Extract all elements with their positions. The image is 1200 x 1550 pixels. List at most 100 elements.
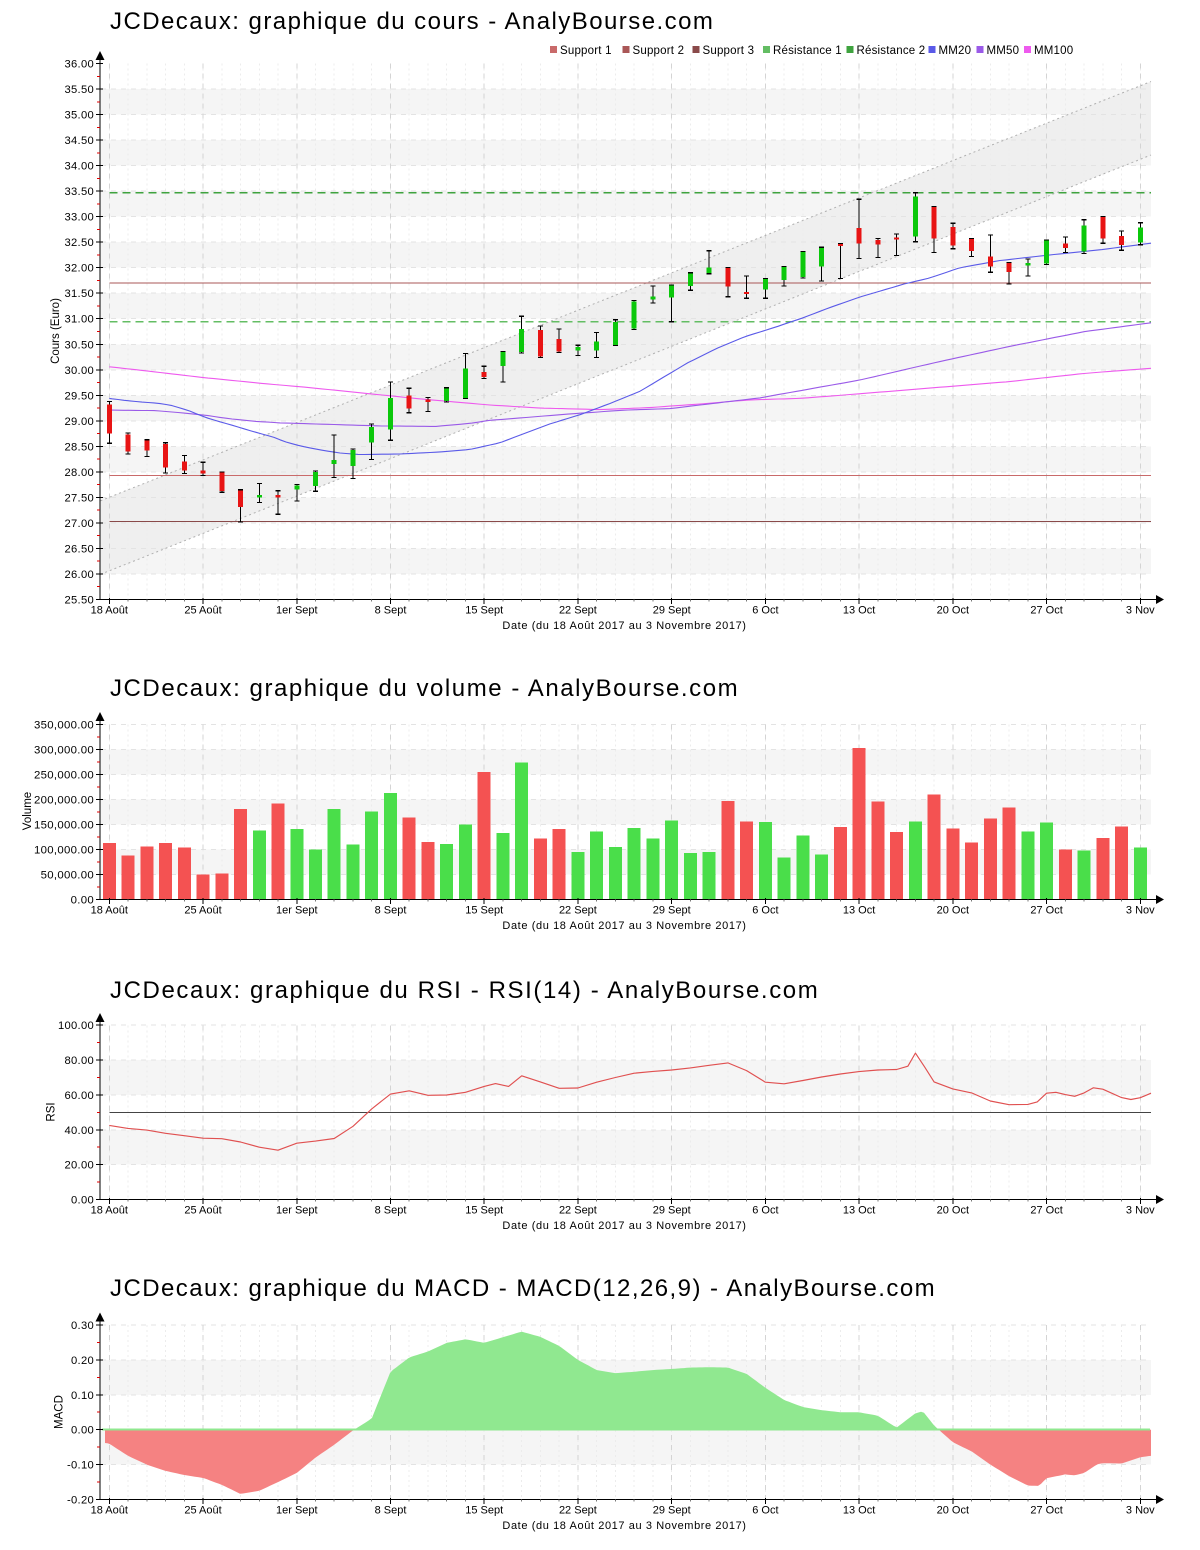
svg-text:25 Août: 25 Août (184, 905, 221, 917)
svg-text:100.00: 100.00 (58, 1020, 94, 1032)
svg-text:6 Oct: 6 Oct (752, 1505, 778, 1517)
svg-text:Date (du 18 Août 2017 au 3 Nov: Date (du 18 Août 2017 au 3 Novembre 2017… (502, 920, 746, 932)
svg-text:22 Sept: 22 Sept (559, 1205, 597, 1217)
svg-text:Support 3: Support 3 (703, 45, 755, 57)
svg-text:Cours (Euro): Cours (Euro) (50, 298, 62, 364)
svg-text:1er Sept: 1er Sept (276, 1205, 318, 1217)
svg-text:MM50: MM50 (987, 45, 1020, 57)
svg-text:15 Sept: 15 Sept (465, 905, 503, 917)
svg-text:Date (du 18 Août 2017 au 3 Nov: Date (du 18 Août 2017 au 3 Novembre 2017… (502, 1520, 746, 1532)
svg-text:29 Sept: 29 Sept (653, 1205, 691, 1217)
svg-text:3 Nov: 3 Nov (1126, 1505, 1155, 1517)
svg-text:0.20: 0.20 (71, 1355, 94, 1367)
svg-text:20.00: 20.00 (65, 1160, 95, 1172)
svg-text:1er Sept: 1er Sept (276, 1505, 318, 1517)
svg-text:34.50: 34.50 (65, 135, 95, 147)
svg-text:35.50: 35.50 (65, 84, 95, 96)
svg-text:50,000.00: 50,000.00 (41, 870, 94, 882)
svg-text:22 Sept: 22 Sept (559, 905, 597, 917)
svg-text:28.00: 28.00 (65, 467, 95, 479)
svg-text:18 Août: 18 Août (91, 1505, 128, 1517)
svg-text:0.10: 0.10 (71, 1390, 94, 1402)
svg-text:6 Oct: 6 Oct (752, 1205, 778, 1217)
svg-text:26.00: 26.00 (65, 569, 95, 581)
svg-text:15 Sept: 15 Sept (465, 605, 503, 617)
svg-text:100,000.00: 100,000.00 (34, 845, 94, 857)
svg-text:Support 2: Support 2 (633, 45, 685, 57)
svg-text:MM100: MM100 (1034, 45, 1073, 57)
svg-text:Résistance 1: Résistance 1 (773, 45, 842, 57)
svg-text:15 Sept: 15 Sept (465, 1205, 503, 1217)
svg-text:0.00: 0.00 (71, 1425, 94, 1437)
svg-text:13 Oct: 13 Oct (843, 1505, 875, 1517)
svg-text:150,000.00: 150,000.00 (34, 820, 94, 832)
svg-text:Support 1: Support 1 (560, 45, 612, 57)
svg-text:3 Nov: 3 Nov (1126, 905, 1155, 917)
svg-text:0.00: 0.00 (71, 895, 94, 907)
svg-text:18 Août: 18 Août (91, 905, 128, 917)
svg-text:3 Nov: 3 Nov (1126, 1205, 1155, 1217)
svg-text:29.50: 29.50 (65, 390, 95, 402)
svg-text:29.00: 29.00 (65, 416, 95, 428)
svg-text:200,000.00: 200,000.00 (34, 795, 94, 807)
svg-text:33.50: 33.50 (65, 186, 95, 198)
svg-text:0.00: 0.00 (71, 1195, 94, 1207)
svg-text:-0.20: -0.20 (67, 1495, 94, 1507)
svg-text:60.00: 60.00 (65, 1090, 95, 1102)
svg-text:6 Oct: 6 Oct (752, 905, 778, 917)
svg-text:36.00: 36.00 (65, 59, 95, 71)
svg-text:32.00: 32.00 (65, 263, 95, 275)
svg-text:MM20: MM20 (939, 45, 972, 57)
svg-text:25 Août: 25 Août (184, 1205, 221, 1217)
svg-text:26.50: 26.50 (65, 544, 95, 556)
svg-text:30.00: 30.00 (65, 365, 95, 377)
svg-text:0.30: 0.30 (71, 1320, 94, 1332)
svg-text:29 Sept: 29 Sept (653, 605, 691, 617)
svg-text:29 Sept: 29 Sept (653, 1505, 691, 1517)
svg-text:3 Nov: 3 Nov (1126, 605, 1155, 617)
svg-text:27 Oct: 27 Oct (1030, 1205, 1062, 1217)
svg-text:15 Sept: 15 Sept (465, 1505, 503, 1517)
svg-text:20 Oct: 20 Oct (937, 605, 969, 617)
svg-text:25 Août: 25 Août (184, 1505, 221, 1517)
svg-text:35.00: 35.00 (65, 110, 95, 122)
svg-text:29 Sept: 29 Sept (653, 905, 691, 917)
svg-text:27 Oct: 27 Oct (1030, 905, 1062, 917)
svg-text:13 Oct: 13 Oct (843, 905, 875, 917)
svg-text:31.00: 31.00 (65, 314, 95, 326)
svg-text:250,000.00: 250,000.00 (34, 770, 94, 782)
svg-text:27.00: 27.00 (65, 518, 95, 530)
svg-text:34.00: 34.00 (65, 161, 95, 173)
svg-text:-0.10: -0.10 (67, 1460, 94, 1472)
svg-text:40.00: 40.00 (65, 1125, 95, 1137)
svg-text:20 Oct: 20 Oct (937, 905, 969, 917)
svg-text:6 Oct: 6 Oct (752, 605, 778, 617)
svg-text:33.00: 33.00 (65, 212, 95, 224)
svg-text:80.00: 80.00 (65, 1055, 95, 1067)
svg-text:JCDecaux: graphique du cours -: JCDecaux: graphique du cours - AnalyBour… (110, 8, 714, 35)
svg-text:32.50: 32.50 (65, 237, 95, 249)
svg-text:27 Oct: 27 Oct (1030, 1505, 1062, 1517)
svg-text:8 Sept: 8 Sept (375, 1205, 407, 1217)
svg-text:1er Sept: 1er Sept (276, 605, 318, 617)
svg-text:20 Oct: 20 Oct (937, 1205, 969, 1217)
svg-text:JCDecaux: graphique du volume: JCDecaux: graphique du volume - AnalyBou… (110, 675, 739, 702)
svg-text:8 Sept: 8 Sept (375, 605, 407, 617)
svg-text:RSI: RSI (46, 1102, 58, 1121)
svg-text:MACD: MACD (54, 1395, 66, 1429)
svg-text:Date (du 18 Août 2017 au 3 Nov: Date (du 18 Août 2017 au 3 Novembre 2017… (502, 1220, 746, 1232)
svg-text:27.50: 27.50 (65, 492, 95, 504)
svg-text:20 Oct: 20 Oct (937, 1505, 969, 1517)
svg-text:300,000.00: 300,000.00 (34, 745, 94, 757)
svg-text:Volume: Volume (22, 792, 34, 830)
svg-text:18 Août: 18 Août (91, 1205, 128, 1217)
svg-text:13 Oct: 13 Oct (843, 605, 875, 617)
svg-text:31.50: 31.50 (65, 288, 95, 300)
svg-text:25 Août: 25 Août (184, 605, 221, 617)
svg-text:1er Sept: 1er Sept (276, 905, 318, 917)
svg-text:8 Sept: 8 Sept (375, 905, 407, 917)
svg-text:Résistance 2: Résistance 2 (857, 45, 926, 57)
svg-text:13 Oct: 13 Oct (843, 1205, 875, 1217)
svg-text:25.50: 25.50 (65, 595, 95, 607)
svg-text:18 Août: 18 Août (91, 605, 128, 617)
